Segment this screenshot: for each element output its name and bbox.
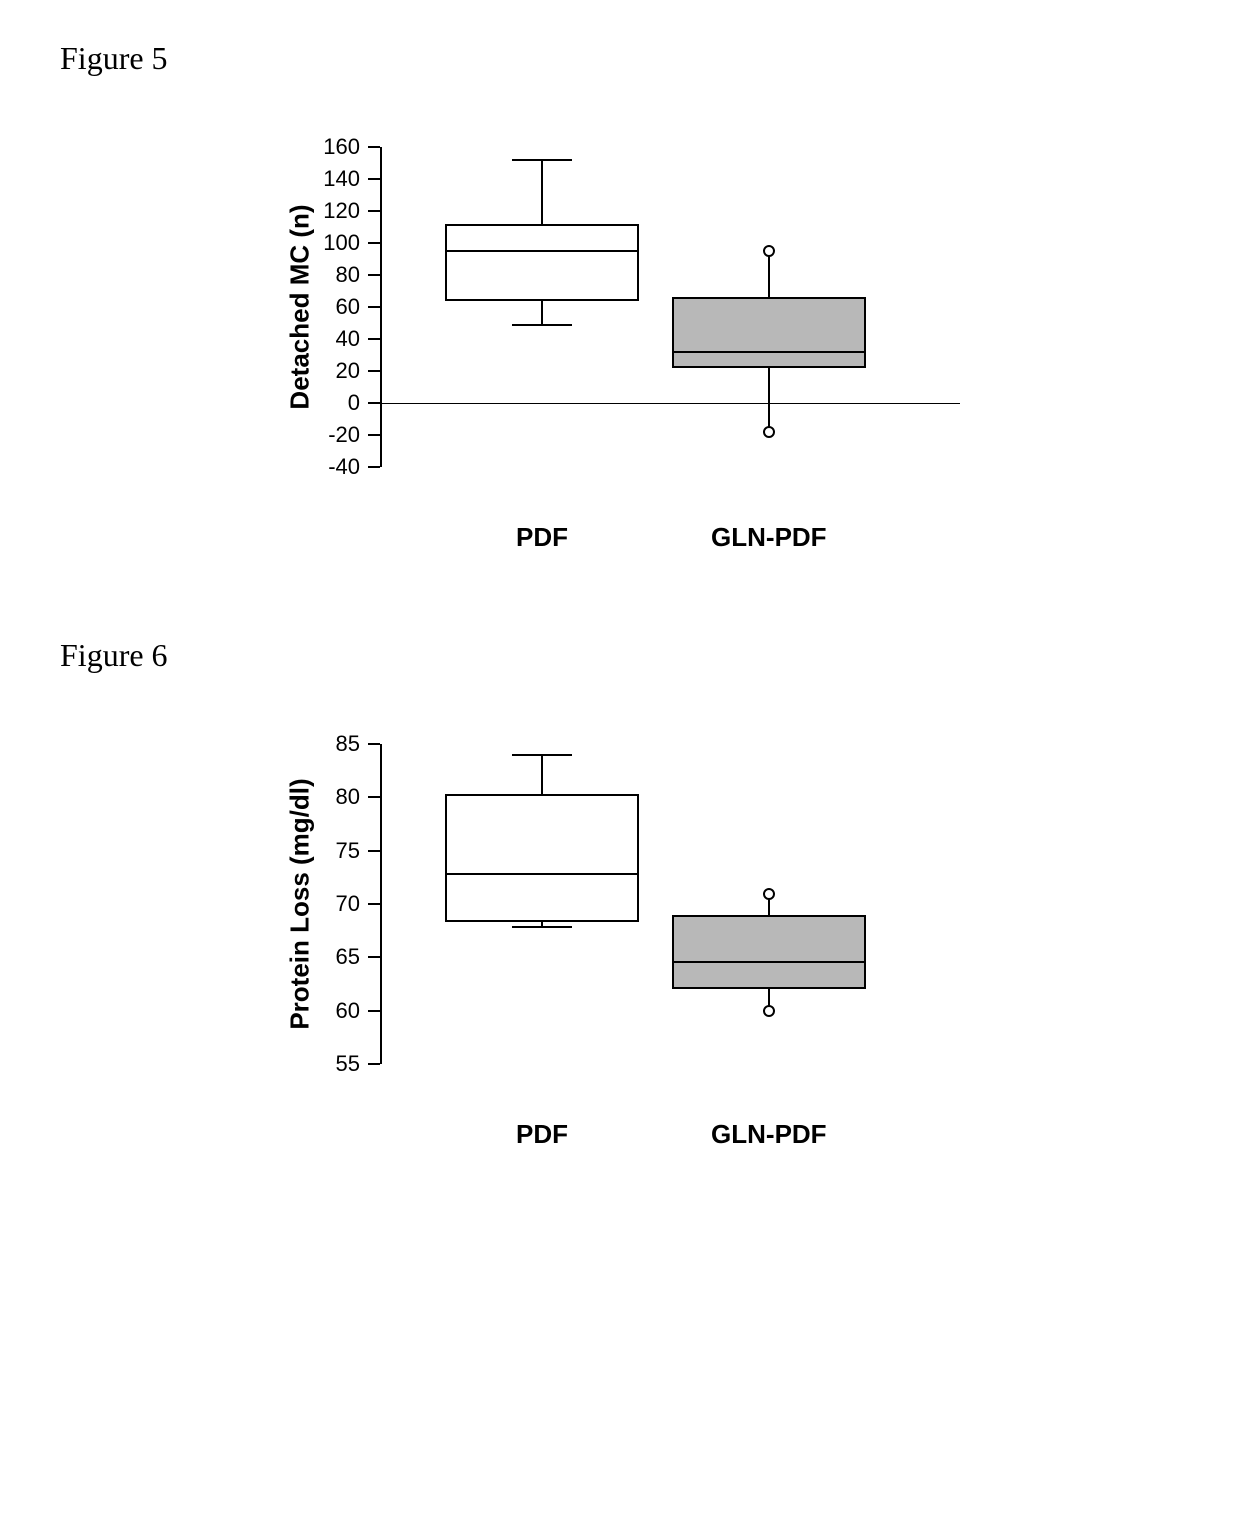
y-tick — [368, 434, 380, 436]
y-tick-label: 70 — [300, 891, 360, 917]
x-category-label: PDF — [516, 522, 568, 553]
y-tick — [368, 466, 380, 468]
y-tick-label: 60 — [300, 294, 360, 320]
y-tick-label: -20 — [300, 422, 360, 448]
median-line — [672, 351, 866, 353]
y-tick — [368, 210, 380, 212]
outlier-point — [763, 245, 775, 257]
x-category-label: GLN-PDF — [711, 1119, 827, 1150]
y-tick-label: 80 — [300, 262, 360, 288]
median-line — [445, 873, 639, 875]
box-group — [445, 147, 639, 467]
whisker-lower — [768, 368, 770, 430]
y-axis-line — [380, 744, 382, 1064]
y-tick — [368, 1063, 380, 1065]
outlier-point — [763, 426, 775, 438]
y-tick-label: 160 — [300, 134, 360, 160]
y-axis-line — [380, 147, 382, 467]
figure-5-chart: Detached MC (n) -40-20020406080100120140… — [260, 137, 980, 557]
whisker-upper — [541, 755, 543, 794]
figure-6-block: Figure 6 Protein Loss (mg/dl) 5560657075… — [60, 637, 1180, 1154]
outlier-point — [763, 1005, 775, 1017]
whisker-upper — [541, 160, 543, 224]
y-tick-label: 140 — [300, 166, 360, 192]
y-tick-label: 40 — [300, 326, 360, 352]
x-category-label: GLN-PDF — [711, 522, 827, 553]
figure-6-title: Figure 6 — [60, 637, 1180, 674]
y-tick-label: 20 — [300, 358, 360, 384]
whisker-cap-lower — [512, 926, 572, 928]
box-group — [445, 744, 639, 1064]
whisker-cap-lower — [512, 324, 572, 326]
whisker-upper — [768, 253, 770, 298]
y-tick — [368, 146, 380, 148]
y-tick — [368, 306, 380, 308]
box-rect — [445, 224, 639, 301]
y-tick-label: 65 — [300, 944, 360, 970]
outlier-point — [763, 888, 775, 900]
y-tick — [368, 402, 380, 404]
median-line — [445, 250, 639, 252]
median-line — [672, 961, 866, 963]
y-tick-label: 100 — [300, 230, 360, 256]
y-tick — [368, 743, 380, 745]
y-tick-label: 75 — [300, 838, 360, 864]
y-tick-label: -40 — [300, 454, 360, 480]
y-tick — [368, 178, 380, 180]
y-tick-label: 60 — [300, 998, 360, 1024]
box-group — [672, 744, 866, 1064]
figure-6-chart: Protein Loss (mg/dl) 55606570758085PDFGL… — [260, 734, 980, 1154]
y-tick — [368, 850, 380, 852]
whisker-cap-upper — [512, 159, 572, 161]
y-tick-label: 0 — [300, 390, 360, 416]
page: Figure 5 Detached MC (n) -40-20020406080… — [0, 0, 1240, 1274]
figure-6-plot-area: Protein Loss (mg/dl) 55606570758085PDFGL… — [380, 744, 920, 1064]
y-tick-label: 80 — [300, 784, 360, 810]
box-rect — [672, 915, 866, 990]
y-tick — [368, 956, 380, 958]
box-rect — [672, 297, 866, 367]
whisker-cap-upper — [512, 754, 572, 756]
y-tick-label: 85 — [300, 731, 360, 757]
y-tick — [368, 903, 380, 905]
y-tick-label: 120 — [300, 198, 360, 224]
box-group — [672, 147, 866, 467]
y-tick — [368, 1010, 380, 1012]
y-tick-label: 55 — [300, 1051, 360, 1077]
y-tick — [368, 338, 380, 340]
x-category-label: PDF — [516, 1119, 568, 1150]
whisker-lower — [541, 301, 543, 325]
y-tick — [368, 796, 380, 798]
y-tick — [368, 370, 380, 372]
box-rect — [445, 794, 639, 922]
figure-5-title: Figure 5 — [60, 40, 1180, 77]
figure-5-plot-area: Detached MC (n) -40-20020406080100120140… — [380, 147, 920, 467]
y-tick — [368, 242, 380, 244]
figure-5-block: Figure 5 Detached MC (n) -40-20020406080… — [60, 40, 1180, 557]
y-tick — [368, 274, 380, 276]
